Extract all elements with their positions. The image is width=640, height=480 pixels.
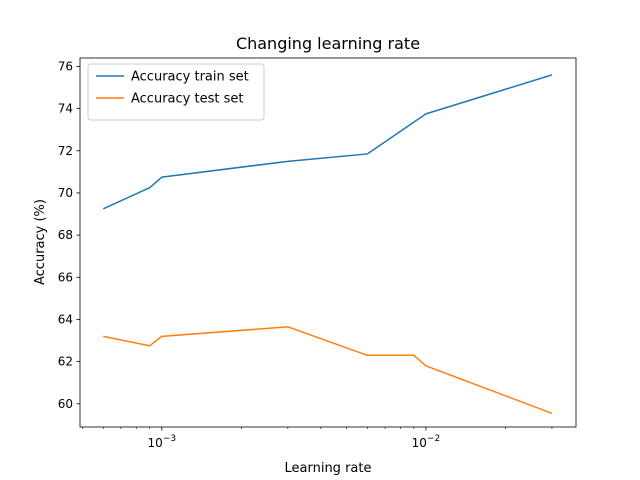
series-line-1 — [102, 74, 553, 210]
y-axis-label: Accuracy (%) — [33, 199, 48, 285]
plot-area: 60 62 64 66 68 70 72 74 76 10−3 10−2 Accuracy train… — [58, 57, 577, 450]
y-tick-label: 60 — [58, 397, 73, 411]
legend-box — [87, 63, 265, 121]
y-tick-label: 68 — [58, 228, 73, 242]
y-tick-label: 76 — [58, 59, 73, 73]
y-tick-label: 64 — [58, 312, 73, 326]
y-tick-label: 66 — [58, 270, 73, 284]
y-tick-label: 72 — [58, 144, 73, 158]
x-axis-label: Learning rate — [285, 461, 372, 476]
y-tick-label: 70 — [58, 186, 73, 200]
y-tick-label: 62 — [58, 355, 73, 369]
x-tick-label: 10−3 — [148, 434, 177, 450]
chart-title: Changing learning rate — [236, 34, 420, 53]
legend-label-2: Accuracy test set — [131, 92, 243, 107]
legend-label-1: Accuracy train set — [131, 70, 249, 85]
y-tick-label: 74 — [58, 102, 73, 116]
series-line-2 — [103, 326, 553, 414]
axes-frame — [79, 57, 577, 428]
x-tick-label: 10−2 — [412, 434, 441, 450]
